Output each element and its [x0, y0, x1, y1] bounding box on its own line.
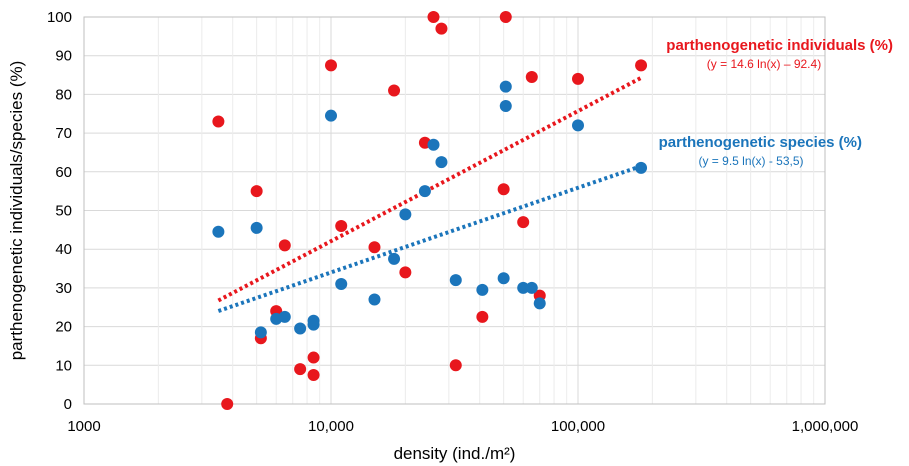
data-point-species [294, 322, 307, 335]
data-point-individuals [212, 115, 225, 128]
y-tick-label: 90 [55, 48, 72, 65]
data-point-individuals [499, 11, 512, 23]
x-tick-label: 10,000 [308, 418, 354, 435]
data-point-individuals [250, 185, 263, 198]
data-point-species [212, 225, 225, 238]
y-tick-label: 80 [55, 86, 72, 103]
data-point-individuals [476, 310, 489, 323]
data-point-species [525, 281, 538, 294]
annotation-species-equation: (y = 9.5 ln(x) - 53,5) [698, 154, 803, 168]
data-point-species [517, 281, 530, 294]
data-point-species [572, 119, 584, 132]
y-tick-label: 0 [64, 396, 72, 413]
trendline-individuals [217, 76, 642, 303]
data-point-individuals [307, 351, 320, 364]
data-point-species [533, 297, 546, 310]
x-axis-title: density (ind./m²) [394, 444, 516, 463]
y-tick-label: 20 [55, 319, 72, 336]
data-point-individuals [221, 398, 234, 410]
data-point-species [307, 318, 320, 331]
data-points [212, 11, 648, 410]
annotation-species: parthenogenetic species (%) (y = 9.5 ln(… [659, 134, 862, 168]
data-point-individuals [294, 363, 307, 376]
data-point-individuals [427, 11, 440, 23]
data-point-species [449, 274, 462, 287]
data-point-individuals [497, 183, 510, 196]
annotation-individuals: parthenogenetic individuals (%) (y = 14.… [666, 37, 893, 71]
x-axis: 1000 10,000 100,000 1,000,000 [67, 418, 858, 435]
data-point-individuals [572, 72, 584, 85]
data-point-species [435, 156, 448, 169]
data-point-individuals [388, 84, 401, 97]
data-point-species [476, 283, 489, 296]
y-tick-label: 10 [55, 357, 72, 374]
y-tick-label: 30 [55, 280, 72, 297]
plot-area [83, 16, 826, 405]
y-tick-label: 60 [55, 164, 72, 181]
y-tick-label: 100 [47, 9, 72, 26]
data-point-species [399, 208, 412, 221]
y-axis-title: parthenogenetic individuals/species (%) [7, 61, 26, 361]
data-point-species [278, 310, 291, 323]
data-point-species [254, 326, 267, 339]
data-point-individuals [435, 22, 448, 35]
data-point-individuals [278, 239, 291, 252]
data-point-individuals [635, 59, 648, 72]
data-point-species [335, 278, 348, 291]
data-point-species [635, 161, 648, 174]
x-tick-label: 1,000,000 [792, 418, 859, 435]
x-tick-label: 100,000 [551, 418, 605, 435]
data-point-individuals [525, 70, 538, 83]
y-tick-label: 50 [55, 203, 72, 220]
annotation-individuals-title: parthenogenetic individuals (%) [666, 37, 893, 54]
data-point-species [368, 293, 381, 306]
annotation-individuals-equation: (y = 14.6 ln(x) – 92.4) [707, 57, 821, 71]
data-point-individuals [517, 216, 530, 229]
y-tick-label: 70 [55, 125, 72, 142]
data-point-individuals [307, 368, 320, 381]
data-point-species [388, 252, 401, 265]
data-point-individuals [368, 241, 381, 254]
data-point-species [499, 100, 512, 113]
trendlines [217, 76, 642, 313]
trendline-species [217, 164, 642, 313]
data-point-individuals [325, 59, 337, 72]
data-point-species [250, 221, 263, 234]
data-point-species [499, 80, 512, 93]
data-point-individuals [399, 266, 412, 279]
x-tick-label: 1000 [67, 418, 100, 435]
data-point-species [427, 138, 440, 151]
annotation-species-title: parthenogenetic species (%) [659, 134, 862, 151]
data-point-species [497, 272, 510, 285]
y-axis: 0 10 20 30 40 50 60 70 80 90 100 [47, 9, 72, 413]
data-point-species [418, 185, 431, 198]
grid-lines [83, 16, 826, 405]
data-point-species [325, 109, 337, 122]
y-tick-label: 40 [55, 241, 72, 258]
data-point-individuals [335, 219, 348, 232]
data-point-individuals [449, 359, 462, 372]
